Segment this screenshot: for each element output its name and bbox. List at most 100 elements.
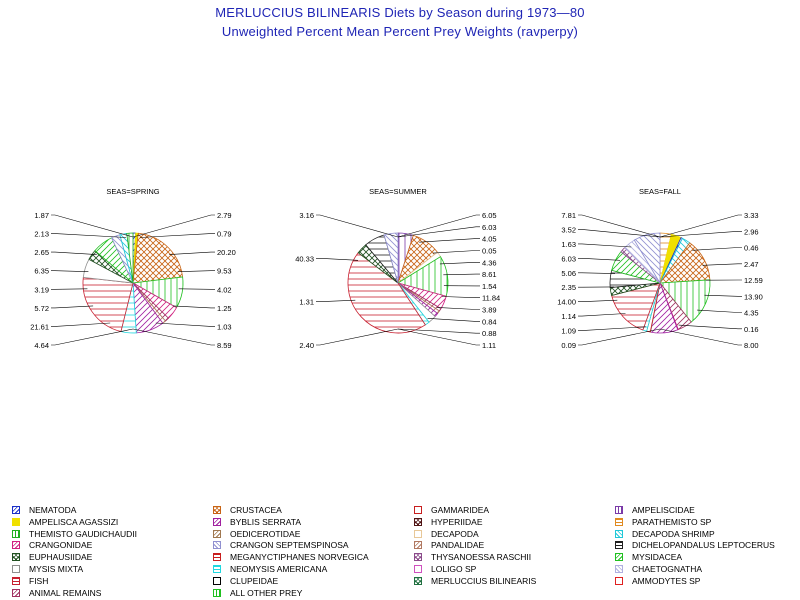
legend-label: CLUPEIDAE — [230, 575, 279, 586]
legend-swatch — [414, 553, 422, 562]
data-label: 2.13 — [34, 230, 49, 239]
leader-line — [578, 243, 632, 248]
leader-line — [436, 307, 480, 310]
legend-label: LOLIGO SP — [431, 564, 477, 574]
legend-label: EUPHAUSIIDAE — [29, 552, 93, 563]
data-label: 0.05 — [482, 246, 497, 255]
leader-line — [178, 288, 215, 290]
legend-swatch — [615, 565, 623, 573]
leader-line — [578, 272, 616, 274]
data-label: 4.05 — [482, 235, 497, 244]
data-label: 8.61 — [482, 270, 497, 279]
pie-slice — [611, 282, 661, 331]
legend-swatch — [213, 553, 221, 562]
leader-line — [697, 309, 742, 313]
legend-label: THYSANOESSA RASCHII — [431, 552, 532, 563]
leader-line — [578, 299, 618, 303]
data-label: 6.35 — [34, 267, 49, 276]
legend-swatch — [615, 506, 623, 514]
legend-label: ALL OTHER PREY — [230, 587, 303, 598]
legend-label: MYSIDACEA — [632, 552, 683, 563]
pie-title: SEAS=FALL — [639, 187, 681, 196]
legend-swatch — [213, 517, 221, 526]
legend-label: MERLUCCIUS BILINEARIS — [431, 575, 537, 586]
data-label: 4.36 — [482, 258, 497, 267]
legend-swatch — [213, 565, 221, 573]
leader-line — [316, 257, 359, 261]
data-label: 2.79 — [217, 211, 232, 220]
legend-label: AMPELISCIDAE — [632, 505, 695, 515]
legend-swatch — [213, 506, 221, 514]
pie-1: SEAS=SUMMER 6.05 6.03 4.05 0.05 4.36 8.61 1.54 1… — [295, 187, 500, 350]
legend-label: CRANGON SEPTEMSPINOSA — [230, 540, 349, 551]
data-label: 4.35 — [744, 309, 759, 318]
data-label: 2.47 — [744, 260, 759, 269]
data-label: 1.14 — [561, 312, 576, 321]
data-label: 21.61 — [30, 322, 49, 331]
leader-line — [659, 328, 742, 346]
legend-swatch — [615, 529, 623, 538]
leader-line — [51, 233, 127, 238]
legend-label: PARATHEMISTO SP — [632, 516, 712, 527]
legend-swatch — [12, 565, 20, 573]
legend-swatch — [414, 541, 422, 550]
legend-label: CRUSTACEA — [230, 505, 282, 515]
legend-swatch — [615, 541, 623, 550]
leader-line — [169, 251, 215, 255]
data-label: 1.54 — [482, 282, 497, 291]
pie-slice — [347, 252, 426, 334]
legend-label: DECAPODA — [431, 528, 479, 539]
data-label: 2.35 — [561, 283, 576, 292]
leader-line — [316, 299, 356, 303]
legend-label: PANDALIDAE — [431, 540, 485, 551]
legend-swatch — [213, 588, 221, 597]
pie-slice — [82, 276, 134, 333]
leader-line — [316, 328, 399, 346]
pie-0: SEAS=SPRING 2.79 0.79 20.20 9.53 4.02 1.25 1.03… — [30, 187, 236, 350]
data-label: 14.00 — [557, 298, 576, 307]
data-label: 0.79 — [217, 230, 232, 239]
leader-line — [704, 294, 742, 297]
legend-label: OEDICEROTIDAE — [230, 528, 301, 539]
leader-line — [177, 270, 215, 272]
legend-label: BYBLIS SERRATA — [230, 516, 302, 527]
data-label: 2.96 — [744, 227, 759, 236]
leader-line — [578, 257, 621, 261]
pie-slice — [383, 232, 399, 284]
pie-slice — [659, 279, 711, 323]
data-label: 0.09 — [561, 341, 576, 350]
chart-title: MERLUCCIUS BILINEARIS Diets by Season du… — [215, 5, 585, 20]
data-label: 4.64 — [34, 341, 49, 350]
legend-label: FISH — [29, 575, 49, 586]
pie-slice — [132, 232, 184, 284]
leader-line — [316, 214, 399, 238]
leader-line — [441, 296, 480, 299]
data-label: 3.16 — [299, 211, 314, 220]
data-label: 0.46 — [744, 244, 759, 253]
data-label: 4.02 — [217, 285, 232, 294]
data-label: 1.87 — [34, 211, 49, 220]
leader-line — [155, 322, 215, 327]
data-label: 5.06 — [561, 269, 576, 278]
legend-swatch — [615, 576, 623, 585]
leader-line — [397, 328, 480, 334]
legend-label: GAMMARIDEA — [431, 505, 490, 515]
data-label: 11.84 — [482, 294, 500, 303]
leader-line — [397, 226, 480, 238]
leader-line — [702, 263, 742, 266]
data-label: 40.33 — [295, 254, 314, 263]
leader-line — [439, 261, 480, 265]
leader-line — [419, 238, 480, 243]
leader-line — [51, 328, 134, 346]
legend-swatch — [12, 576, 20, 585]
leader-line — [51, 270, 89, 272]
pie-2: SEAS=FALL 3.33 2.96 0.46 2.47 12.59 13.90 4.35 0… — [557, 187, 763, 350]
legend-swatch — [414, 565, 422, 573]
data-label: 2.40 — [299, 341, 314, 350]
data-label: 3.52 — [561, 225, 576, 234]
legend-label: AMMODYTES SP — [632, 575, 701, 586]
leader-line — [578, 313, 626, 317]
legend-swatch — [615, 517, 623, 526]
legend-swatch — [213, 576, 221, 585]
